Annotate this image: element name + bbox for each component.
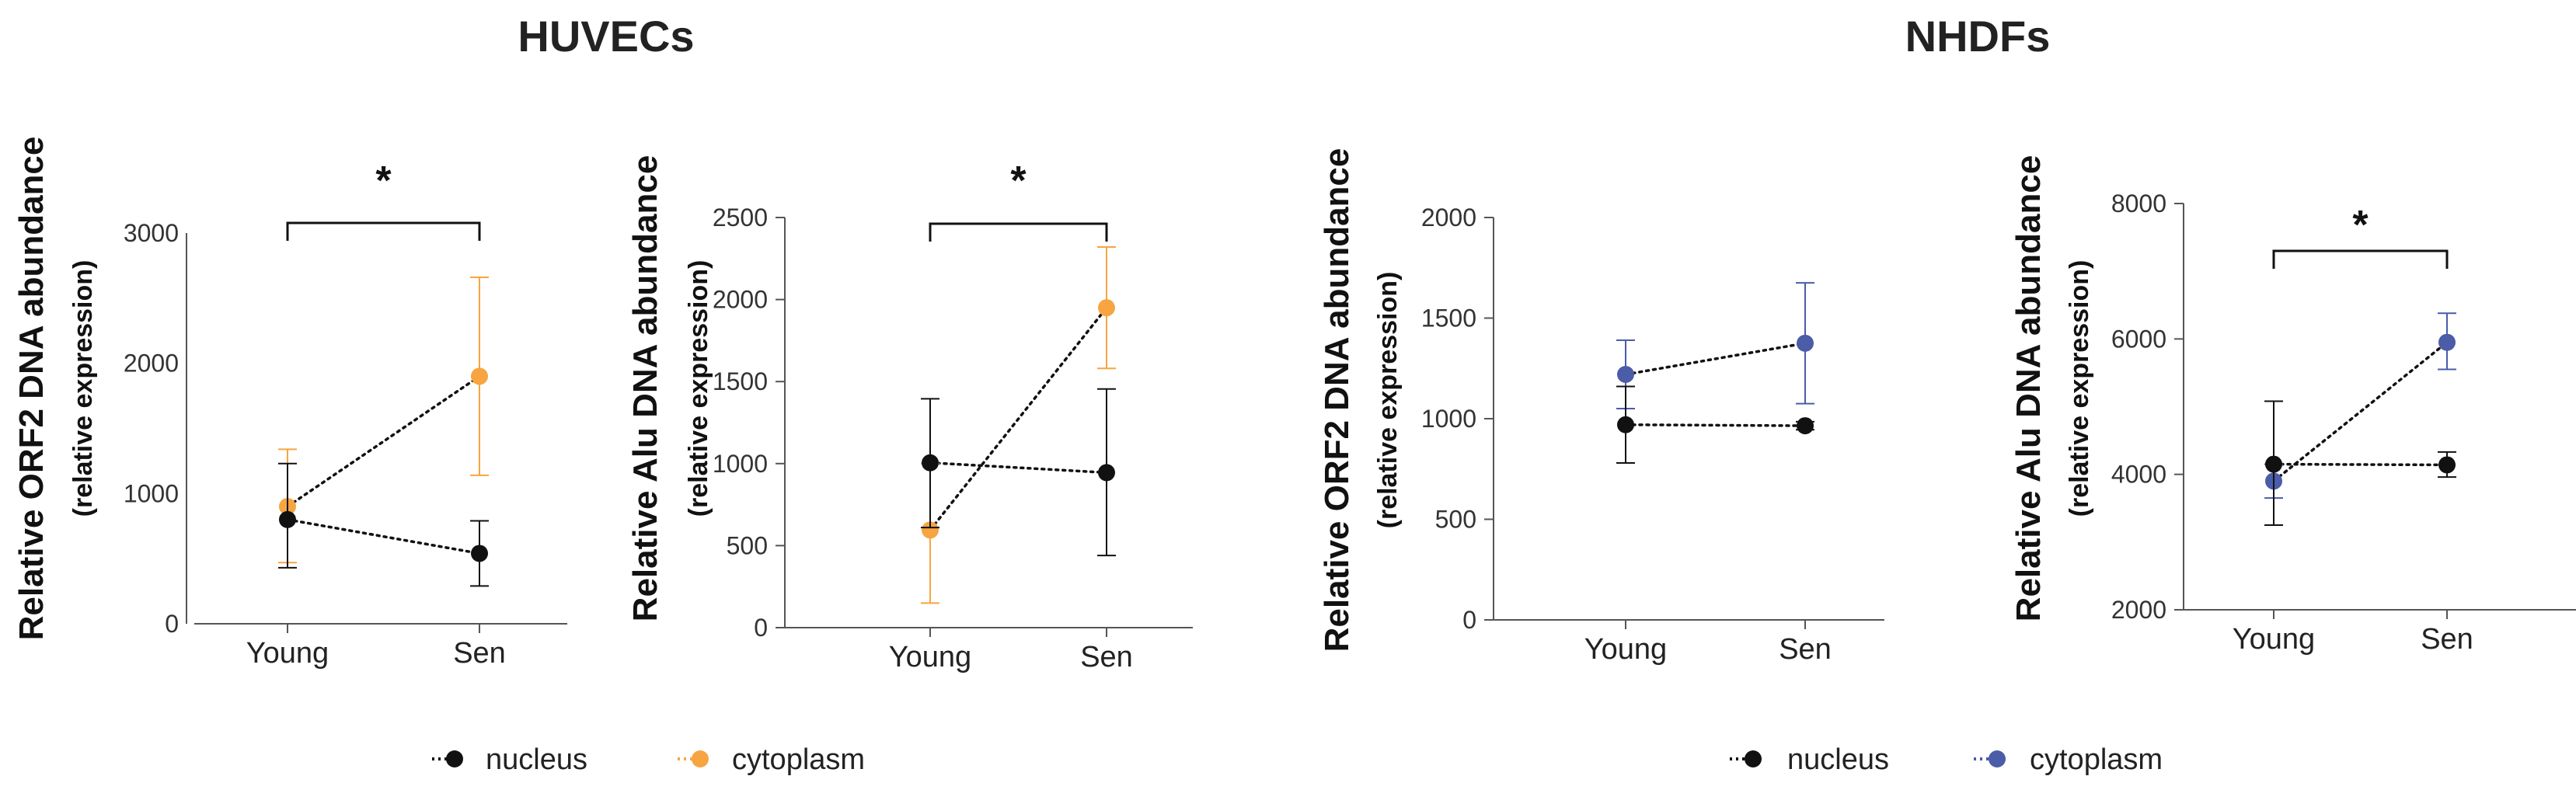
y-tick-label: 0 <box>1462 606 1476 634</box>
data-point-nucleus <box>922 454 939 472</box>
y-axis-sublabel: (relative expression) <box>68 260 98 517</box>
chart-panel-3: 0 500 1000 1500 2000 Young Sen Relative ORF2 DN… <box>1318 148 1884 666</box>
y-axis-label: Relative ORF2 DNA abundance <box>1318 148 1356 653</box>
legend-nucleus-marker-huvecs <box>446 750 463 767</box>
significance-star: * <box>2352 203 2369 248</box>
y-tick-label: 6000 <box>2111 325 2166 353</box>
data-point-nucleus <box>2438 456 2456 474</box>
legend-nucleus-label-huvecs: nucleus <box>486 743 587 776</box>
series-line-cytoplasm <box>286 374 481 508</box>
series-line-cytoplasm <box>2272 340 2449 483</box>
legend-nucleus-label-nhdfs: nucleus <box>1787 743 1889 776</box>
data-point-nucleus <box>1098 464 1115 482</box>
significance-bracket <box>929 222 1108 242</box>
chart-panel-1: 0 1000 2000 3000 Young Sen Relative ORF2 DNA a… <box>12 137 567 670</box>
y-tick-label: 500 <box>1435 506 1476 534</box>
x-category-label: Sen <box>453 637 506 670</box>
data-point-nucleus <box>471 545 488 562</box>
y-tick-label: 0 <box>165 610 179 638</box>
y-tick-label: 0 <box>754 614 768 642</box>
series-line-cytoplasm <box>1624 342 1807 376</box>
x-category-label: Young <box>246 637 329 670</box>
series-line-nucleus <box>286 518 481 555</box>
y-tick-label: 500 <box>727 531 768 559</box>
y-tick-label: 1000 <box>124 479 179 507</box>
y-tick-label: 3000 <box>124 219 179 247</box>
legend-nhdfs: nucleus cytoplasm <box>1730 743 2163 776</box>
y-tick-label: 1000 <box>713 450 768 478</box>
data-point-nucleus <box>1617 416 1634 433</box>
y-axis-label: Relative Alu DNA abundance <box>626 155 664 622</box>
legend-cytoplasm-label-huvecs: cytoplasm <box>732 743 865 776</box>
series-line-nucleus <box>929 461 1108 475</box>
significance-bracket <box>2272 249 2449 269</box>
x-category-label: Sen <box>1779 633 1832 666</box>
data-point-cytoplasm <box>922 521 939 539</box>
y-tick-label: 1500 <box>713 367 768 395</box>
y-tick-label: 2000 <box>124 350 179 378</box>
data-point-cytoplasm <box>2438 333 2456 351</box>
y-tick-label: 2000 <box>713 286 768 314</box>
y-axis-sublabel: (relative expression) <box>1373 272 1403 529</box>
y-tick-label: 2500 <box>713 204 768 231</box>
x-category-label: Young <box>1584 633 1667 666</box>
legend-cytoplasm-marker-huvecs <box>692 750 709 767</box>
panel-title-nhdfs: NHDFs <box>1905 12 2051 61</box>
y-tick-label: 8000 <box>2111 190 2166 218</box>
y-tick-label: 2000 <box>1421 204 1476 231</box>
significance-star: * <box>1010 158 1027 204</box>
legend-cytoplasm-marker-nhdfs <box>1989 750 2006 767</box>
y-axis-label: Relative ORF2 DNA abundance <box>12 137 51 641</box>
data-point-nucleus <box>279 510 296 528</box>
data-point-cytoplasm <box>1617 366 1634 384</box>
x-category-label: Young <box>2233 623 2315 656</box>
significance-bracket <box>286 221 481 241</box>
x-category-label: Young <box>889 641 971 673</box>
y-axis-sublabel: (relative expression) <box>684 260 713 517</box>
x-category-label: Sen <box>1080 641 1133 673</box>
series-line-cytoplasm <box>929 306 1108 532</box>
legend-cytoplasm-label-nhdfs: cytoplasm <box>2030 743 2163 776</box>
data-point-cytoplasm <box>1098 299 1115 317</box>
series-line-nucleus <box>1624 423 1807 427</box>
data-point-nucleus <box>1797 417 1814 435</box>
charts-layer: 0 1000 2000 3000 Young Sen Relative ORF2 DNA a… <box>12 137 2576 673</box>
panel-title-huvecs: HUVECs <box>518 12 694 61</box>
y-tick-label: 1500 <box>1421 305 1476 332</box>
significance-star: * <box>375 158 392 204</box>
data-point-nucleus <box>2265 455 2282 473</box>
y-tick-label: 1000 <box>1421 405 1476 433</box>
x-category-label: Sen <box>2421 623 2473 656</box>
legend-nucleus-marker-nhdfs <box>1745 750 1762 767</box>
data-point-cytoplasm <box>1797 334 1814 352</box>
y-axis-label: Relative Alu DNA abundance <box>2010 155 2048 622</box>
y-tick-label: 2000 <box>2111 596 2166 624</box>
chart-panel-4: 2000 4000 6000 8000 Young Sen Relative Alu DNA… <box>2010 155 2576 656</box>
chart-panel-2: 0 500 1000 1500 2000 2500 Young Sen Relative Alu… <box>626 155 1193 673</box>
legend-huvecs: nucleus cytoplasm <box>432 743 865 776</box>
data-point-cytoplasm <box>471 367 488 385</box>
y-axis-sublabel: (relative expression) <box>2065 260 2094 517</box>
y-tick-label: 4000 <box>2111 461 2166 489</box>
